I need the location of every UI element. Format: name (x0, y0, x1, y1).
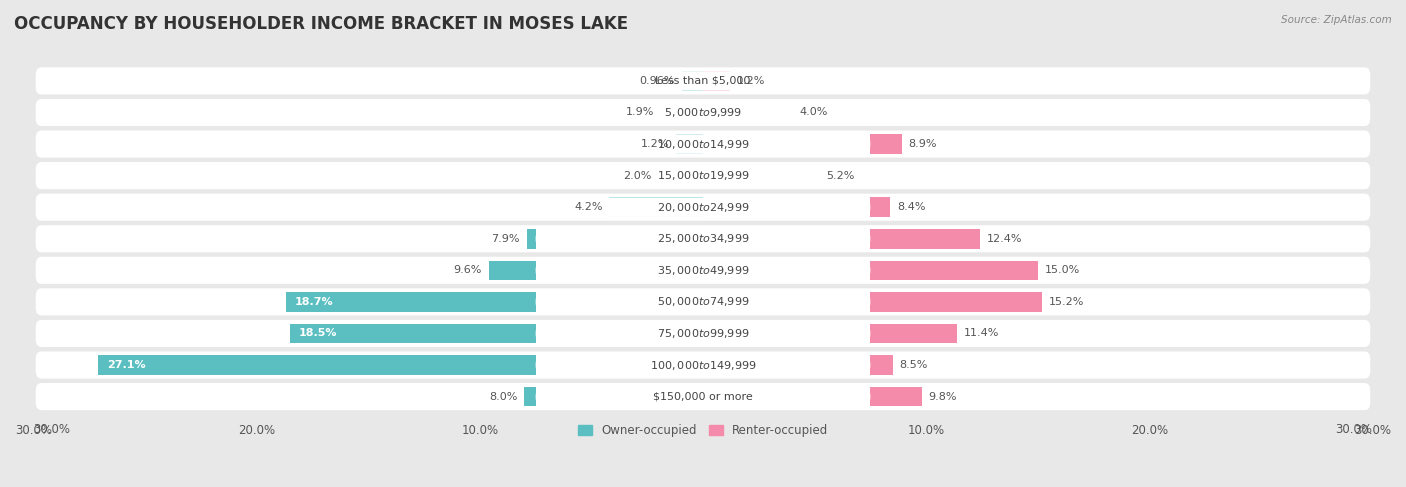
FancyBboxPatch shape (35, 131, 1371, 158)
FancyBboxPatch shape (536, 166, 870, 186)
FancyBboxPatch shape (35, 99, 1371, 126)
Text: 8.9%: 8.9% (908, 139, 936, 149)
FancyBboxPatch shape (536, 197, 870, 217)
Bar (870, 134, 901, 154)
Bar (658, 166, 703, 186)
Text: 1.9%: 1.9% (626, 108, 654, 117)
FancyBboxPatch shape (35, 225, 1371, 252)
FancyBboxPatch shape (536, 355, 870, 375)
Bar (676, 134, 703, 154)
Bar (870, 197, 890, 217)
Text: $100,000 to $149,999: $100,000 to $149,999 (650, 358, 756, 372)
FancyBboxPatch shape (536, 387, 870, 406)
Bar (870, 355, 893, 375)
Text: 30.0%: 30.0% (1336, 423, 1372, 436)
Text: Source: ZipAtlas.com: Source: ZipAtlas.com (1281, 15, 1392, 25)
Bar (290, 324, 536, 343)
Bar (703, 166, 820, 186)
Text: $75,000 to $99,999: $75,000 to $99,999 (657, 327, 749, 340)
Text: 18.5%: 18.5% (299, 328, 337, 338)
FancyBboxPatch shape (35, 320, 1371, 347)
FancyBboxPatch shape (536, 324, 870, 343)
FancyBboxPatch shape (536, 103, 870, 122)
Text: 12.4%: 12.4% (987, 234, 1022, 244)
Text: 15.0%: 15.0% (1045, 265, 1080, 275)
Text: 27.1%: 27.1% (107, 360, 146, 370)
Text: $50,000 to $74,999: $50,000 to $74,999 (657, 296, 749, 308)
Bar (703, 103, 792, 122)
FancyBboxPatch shape (536, 292, 870, 312)
Bar (527, 229, 536, 248)
Text: 1.2%: 1.2% (641, 139, 669, 149)
Bar (661, 103, 703, 122)
FancyBboxPatch shape (35, 257, 1371, 284)
Text: Less than $5,000: Less than $5,000 (655, 76, 751, 86)
Text: 4.2%: 4.2% (574, 202, 603, 212)
Bar (285, 292, 536, 312)
FancyBboxPatch shape (536, 229, 870, 248)
Text: 11.4%: 11.4% (965, 328, 1000, 338)
Bar (870, 292, 1042, 312)
FancyBboxPatch shape (536, 261, 870, 280)
Text: 9.6%: 9.6% (454, 265, 482, 275)
Bar (524, 387, 536, 406)
Bar (682, 71, 703, 91)
Text: 15.2%: 15.2% (1049, 297, 1084, 307)
FancyBboxPatch shape (35, 67, 1371, 94)
Text: OCCUPANCY BY HOUSEHOLDER INCOME BRACKET IN MOSES LAKE: OCCUPANCY BY HOUSEHOLDER INCOME BRACKET … (14, 15, 628, 33)
Bar (870, 261, 1038, 280)
FancyBboxPatch shape (35, 352, 1371, 378)
Text: $35,000 to $49,999: $35,000 to $49,999 (657, 264, 749, 277)
FancyBboxPatch shape (536, 134, 870, 154)
Text: 8.5%: 8.5% (900, 360, 928, 370)
Text: $10,000 to $14,999: $10,000 to $14,999 (657, 137, 749, 150)
Bar (870, 387, 922, 406)
Text: $150,000 or more: $150,000 or more (654, 392, 752, 402)
Text: 8.0%: 8.0% (489, 392, 517, 402)
Bar (98, 355, 536, 375)
Legend: Owner-occupied, Renter-occupied: Owner-occupied, Renter-occupied (572, 419, 834, 442)
Text: 9.8%: 9.8% (928, 392, 957, 402)
Bar (703, 71, 730, 91)
Text: $5,000 to $9,999: $5,000 to $9,999 (664, 106, 742, 119)
Text: 0.96%: 0.96% (640, 76, 675, 86)
Bar (870, 229, 980, 248)
Bar (489, 261, 536, 280)
Text: $20,000 to $24,999: $20,000 to $24,999 (657, 201, 749, 214)
Text: 8.4%: 8.4% (897, 202, 925, 212)
FancyBboxPatch shape (35, 162, 1371, 189)
Text: $15,000 to $19,999: $15,000 to $19,999 (657, 169, 749, 182)
FancyBboxPatch shape (35, 288, 1371, 316)
Bar (870, 324, 957, 343)
Text: 30.0%: 30.0% (34, 423, 70, 436)
FancyBboxPatch shape (35, 194, 1371, 221)
Text: 5.2%: 5.2% (825, 170, 853, 181)
Text: 18.7%: 18.7% (295, 297, 333, 307)
Text: 2.0%: 2.0% (623, 170, 651, 181)
Text: 7.9%: 7.9% (492, 234, 520, 244)
Bar (609, 197, 703, 217)
Text: $25,000 to $34,999: $25,000 to $34,999 (657, 232, 749, 245)
Text: 4.0%: 4.0% (799, 108, 827, 117)
Text: 1.2%: 1.2% (737, 76, 765, 86)
FancyBboxPatch shape (536, 71, 870, 91)
FancyBboxPatch shape (35, 383, 1371, 410)
